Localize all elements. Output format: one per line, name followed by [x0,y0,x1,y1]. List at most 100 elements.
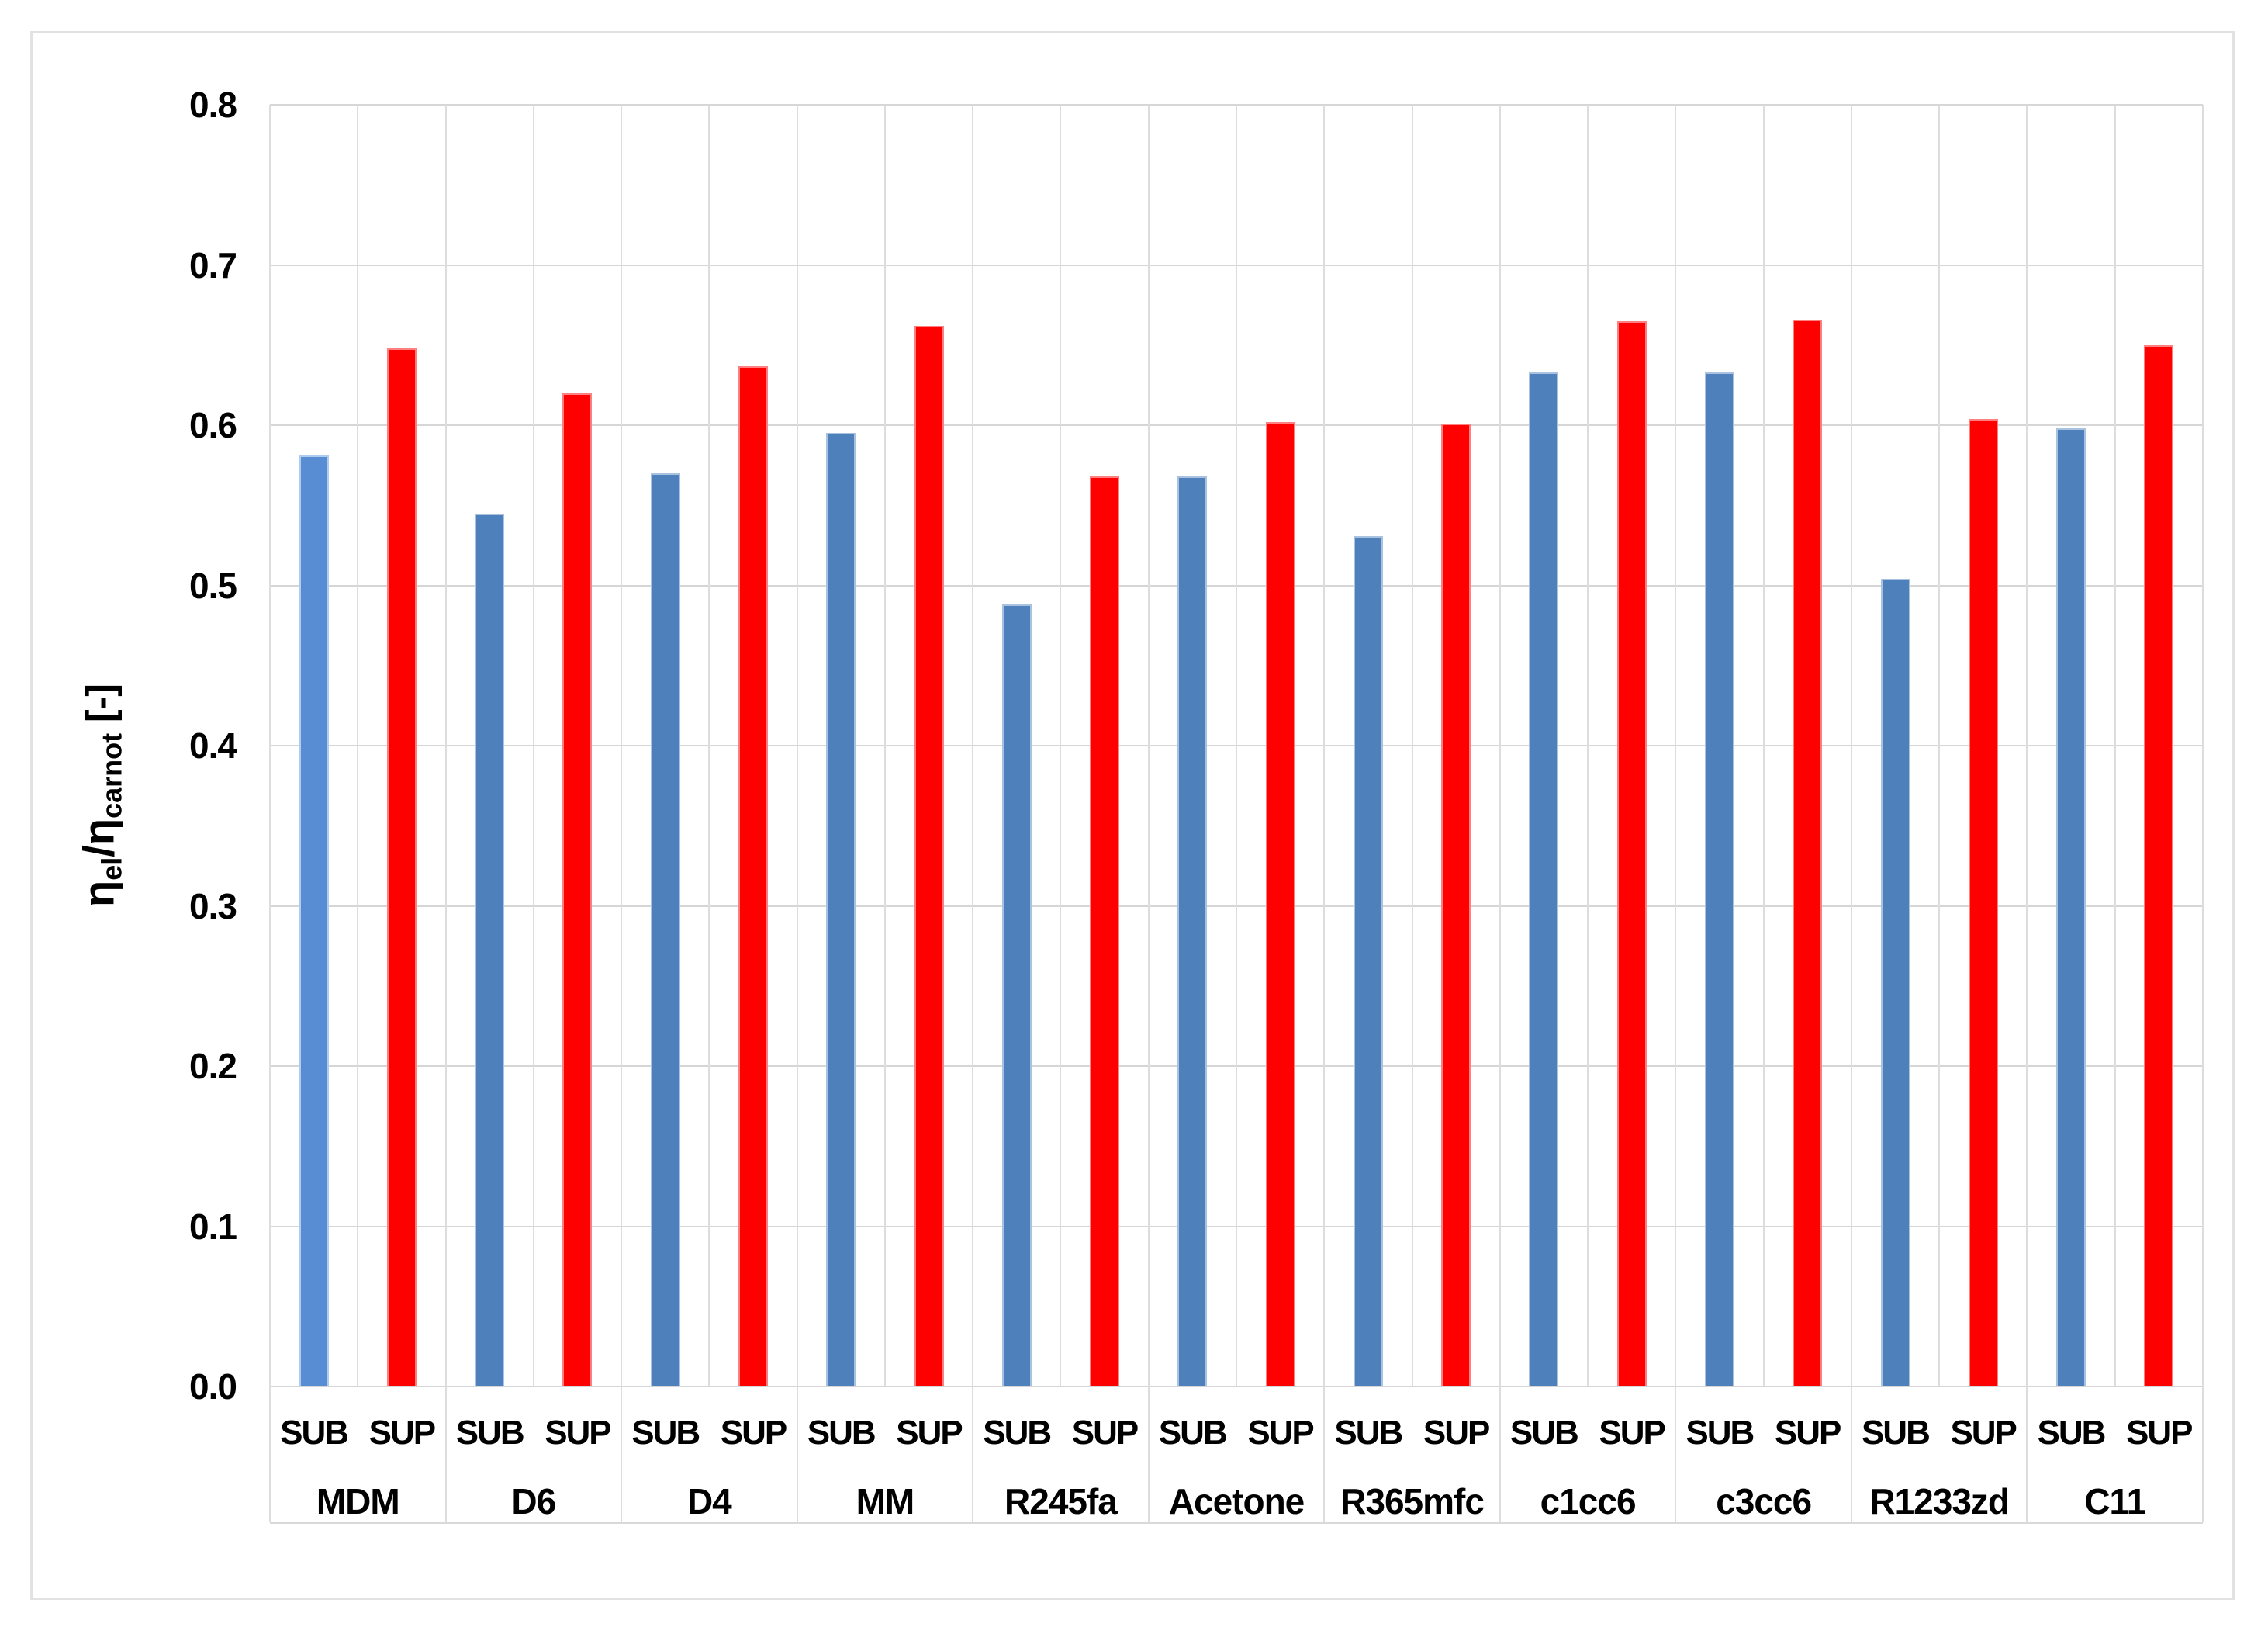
bar-sublabel-row: SUB SUP SUB SUP SUB SUP SUB SUP SUB SUP SUB SUP SUB S… [270,1386,2203,1480]
category-separator-line [621,1386,623,1522]
gridline-vertical [1323,105,1326,1386]
gridline-vertical [1060,105,1062,1386]
gridline-vertical [621,105,623,1386]
gridline-vertical [1938,105,1941,1386]
bar-sublabel: SUB [1334,1414,1403,1452]
bar-MDM-SUP [386,348,417,1386]
category-label-R245fa: R245fa [1004,1480,1118,1521]
bar-c3cc6-SUP [1793,319,1823,1386]
y-tick-label: 0.3 [189,885,237,926]
gridline-vertical [1762,105,1765,1386]
gridline-vertical [357,105,359,1386]
bar-MM-SUB [826,433,856,1386]
bar-c1cc6-SUB [1529,372,1559,1386]
bar-D6-SUB [475,513,505,1386]
gridline-vertical [2026,105,2028,1386]
gridline-vertical [1675,105,1677,1386]
category-separator-line [1499,1386,1501,1522]
bar-C11-SUP [2144,344,2174,1386]
x-axis-label-area: SUB SUP SUB SUP SUB SUP SUB SUP SUB SUP SUB SUP SUB S… [269,1386,2204,1524]
bar-R365mfc-SUP [1441,423,1471,1386]
bar-sublabel: SUB [983,1414,1052,1452]
category-label-D6: D6 [511,1480,556,1521]
gridline-vertical [444,105,447,1386]
bar-MDM-SUB [299,455,329,1386]
gridline-vertical [2202,105,2204,1386]
bar-Acetone-SUP [1265,421,1295,1386]
bar-sublabel: SUP [1774,1414,1841,1452]
bar-sublabel: SUP [545,1414,611,1452]
gridline-vertical [1147,105,1150,1386]
category-separator-line [444,1386,447,1522]
y-tick-label: 0.0 [189,1366,237,1407]
bar-sublabel: SUP [1599,1414,1665,1452]
category-label-MDM: MDM [316,1480,400,1521]
category-separator-line [2026,1386,2028,1522]
bar-R245fa-SUB [1001,604,1032,1386]
bar-sublabel: SUB [1158,1414,1228,1452]
category-separator-line [972,1386,974,1522]
gridline-vertical [883,105,886,1386]
category-label-MM: MM [856,1480,915,1521]
bar-sublabel: SUB [631,1414,700,1452]
category-label-c1cc6: c1cc6 [1540,1480,1637,1521]
bar-sublabel: SUP [1423,1414,1490,1452]
bar-R245fa-SUP [1090,476,1120,1386]
bar-sublabel: SUP [720,1414,787,1452]
bar-sublabel: SUP [1950,1414,2017,1452]
gridline-vertical [1499,105,1501,1386]
bar-c1cc6-SUP [1616,320,1647,1386]
gridline-vertical [972,105,974,1386]
y-tick-label: 0.1 [189,1206,237,1247]
gridline-vertical [1236,105,1237,1386]
gridline-vertical [796,105,798,1386]
bar-sublabel: SUB [1861,1414,1931,1452]
y-tick-label: 0.4 [189,725,237,766]
category-label-c3cc6: c3cc6 [1716,1480,1812,1521]
gridline-vertical [1411,105,1413,1386]
bar-sublabel: SUB [455,1414,525,1452]
gridline-vertical [1850,105,1852,1386]
plot-area [269,104,2204,1387]
category-label-D4: D4 [686,1480,732,1521]
bar-sublabel: SUP [1071,1414,1139,1452]
category-separator-line [796,1386,798,1522]
bar-R1233zd-SUP [1968,418,1998,1386]
category-separator-line [1323,1386,1326,1522]
bar-D6-SUP [562,393,593,1386]
category-separator-line [1850,1386,1852,1522]
bar-Acetone-SUB [1177,476,1208,1386]
bar-D4-SUB [650,473,680,1386]
gridline-vertical [532,105,534,1386]
bar-D4-SUP [738,365,768,1386]
y-tick-label: 0.5 [189,565,237,606]
gridline-vertical [708,105,710,1386]
bar-sublabel: SUP [2125,1414,2193,1452]
y-axis-ticks: 0.8 0.7 0.6 0.5 0.4 0.3 0.2 0.1 0.0 [0,85,237,1407]
category-separator-line [2202,1386,2204,1522]
bar-sublabel: SUB [1509,1414,1579,1452]
category-label-C11: C11 [2084,1480,2146,1521]
y-tick-label: 0.7 [189,244,237,286]
bar-sublabel: SUP [896,1414,963,1452]
bar-MM-SUP [914,325,944,1386]
category-label-R1233zd: R1233zd [1869,1480,2010,1521]
gridline-horizontal [270,1386,2203,1387]
bar-sublabel: SUB [807,1414,876,1452]
bar-sublabel: SUB [1685,1414,1755,1452]
y-tick-label: 0.8 [189,85,237,125]
bar-sublabel: SUB [280,1414,349,1452]
category-separator-line [1147,1386,1150,1522]
bar-R1233zd-SUB [1880,579,1910,1386]
y-tick-label: 0.2 [189,1046,237,1086]
bar-c3cc6-SUB [1705,372,1734,1386]
category-label-Acetone: Acetone [1168,1480,1305,1521]
gridline-vertical [1587,105,1589,1386]
category-label-R365mfc: R365mfc [1340,1480,1485,1521]
bar-R365mfc-SUB [1353,535,1383,1386]
category-separator-line [269,1386,271,1522]
bar-sublabel: SUP [368,1414,436,1452]
gridline-vertical [2114,105,2116,1386]
bar-C11-SUB [2056,428,2086,1386]
